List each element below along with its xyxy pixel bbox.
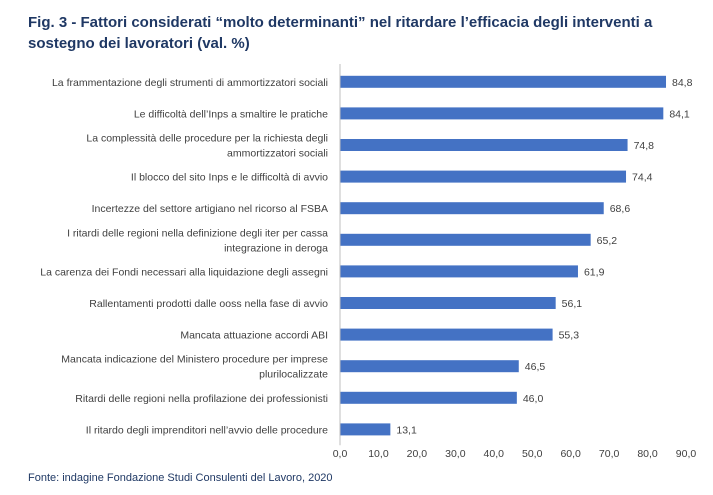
bar-value-label: 84,1 [669, 108, 690, 120]
category-label: Le difficoltà dell’Inps a smaltire le pr… [134, 108, 328, 120]
x-tick-label: 10,0 [368, 448, 389, 460]
bar-chart: La frammentazione degli strumenti di amm… [40, 64, 697, 460]
x-tick-label: 90,0 [676, 448, 697, 460]
bar [340, 328, 553, 341]
chart-title: Fig. 3 - Fattori considerati “molto dete… [28, 14, 653, 52]
bar [340, 139, 628, 151]
category-label: Rallentamenti prodotti dalle ooss nella … [89, 298, 328, 310]
category-label: La complessità delle procedure per la ri… [86, 133, 328, 160]
bar-value-label: 68,6 [610, 203, 631, 215]
bar-value-label: 46,5 [525, 361, 546, 373]
category-labels: La frammentazione degli strumenti di amm… [40, 77, 328, 437]
category-label: I ritardi delle regioni nella definizion… [67, 227, 328, 254]
x-tick-label: 0,0 [333, 448, 348, 460]
bar-value-label: 65,2 [597, 235, 618, 247]
bar [340, 297, 556, 309]
category-label: Mancata indicazione del Ministero proced… [61, 354, 328, 381]
bar [340, 107, 664, 120]
bar [340, 202, 604, 215]
category-label: Ritardi delle regioni nella profilazione… [75, 393, 328, 405]
bar-value-label: 61,9 [584, 266, 605, 278]
bar-value-label: 55,3 [559, 330, 580, 342]
category-label: Il ritardo degli imprenditori nell’avvio… [86, 424, 328, 436]
bar-value-label: 46,0 [523, 393, 544, 405]
source-note: Fonte: indagine Fondazione Studi Consule… [28, 472, 333, 484]
bar-value-label: 74,8 [634, 140, 655, 152]
bar [340, 265, 578, 278]
x-tick-label: 20,0 [407, 448, 428, 460]
x-axis: 0,0 10,0 20,0 30,0 40,0 50,0 60,0 70,0 80,0 90,0 [333, 64, 697, 460]
x-tick-label: 50,0 [522, 448, 543, 460]
bar-value-label: 74,4 [632, 172, 653, 184]
value-labels: 84,8 84,1 74,8 74,4 68,6 65,2 61,9 56,1 55,3 46,5… [396, 77, 692, 437]
category-label: La carenza dei Fondi necessari alla liqu… [40, 266, 328, 278]
x-tick-label: 70,0 [599, 448, 620, 460]
bar-value-label: 13,1 [396, 424, 417, 436]
x-tick-label: 60,0 [560, 448, 581, 460]
bar [340, 360, 519, 373]
x-tick-label: 30,0 [445, 448, 466, 460]
x-tick-label: 80,0 [637, 448, 658, 460]
category-label: Il blocco del sito Inps e le difficoltà … [131, 172, 328, 184]
bar [340, 75, 667, 88]
bar-value-label: 56,1 [562, 298, 583, 310]
category-label: Mancata attuazione accordi ABI [180, 330, 328, 342]
bars-layer [340, 75, 667, 436]
x-tick-label: 40,0 [484, 448, 505, 460]
bar [340, 423, 391, 436]
bar [340, 170, 627, 183]
category-label: La frammentazione degli strumenti di amm… [52, 77, 328, 89]
category-label: Incertezze del settore artigiano nel ric… [92, 203, 328, 215]
bar [340, 391, 517, 404]
bar-value-label: 84,8 [672, 77, 693, 89]
bar [340, 233, 591, 246]
